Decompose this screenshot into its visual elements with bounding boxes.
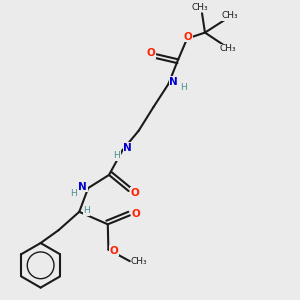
- Text: O: O: [110, 246, 119, 256]
- Text: CH₃: CH₃: [220, 44, 236, 53]
- Text: O: O: [131, 209, 140, 219]
- Text: H: H: [181, 83, 187, 92]
- Text: N: N: [123, 143, 132, 153]
- Text: H: H: [113, 152, 120, 160]
- Text: H: H: [83, 206, 90, 215]
- Text: O: O: [183, 32, 192, 42]
- Text: CH₃: CH₃: [191, 3, 208, 12]
- Text: O: O: [147, 48, 156, 58]
- Text: O: O: [130, 188, 139, 198]
- Text: CH₃: CH₃: [131, 257, 148, 266]
- Text: CH₃: CH₃: [222, 11, 238, 20]
- Text: H: H: [70, 190, 77, 199]
- Text: N: N: [79, 182, 87, 192]
- Text: N: N: [169, 77, 178, 87]
